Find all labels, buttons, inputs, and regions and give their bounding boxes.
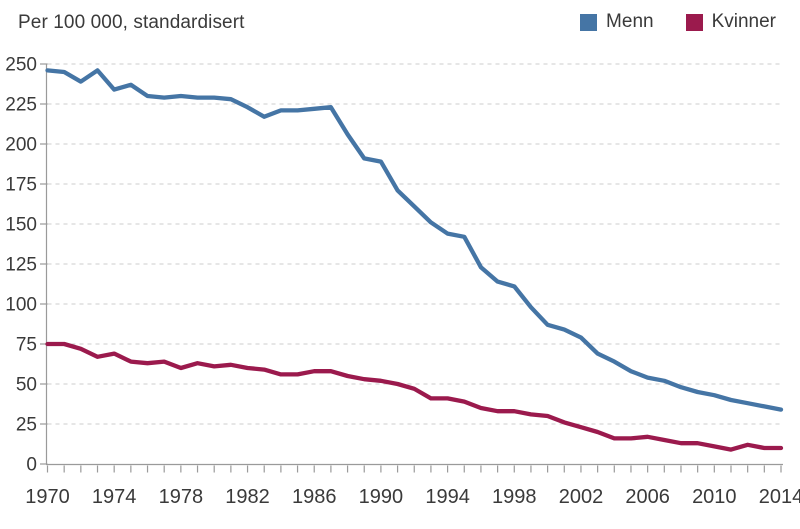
y-axis-label-225: 225: [5, 95, 37, 116]
legend-label-menn: Menn: [606, 11, 654, 32]
x-axis-label-2014: 2014: [759, 486, 800, 508]
x-axis-label-2002: 2002: [559, 486, 604, 508]
y-axis-label-0: 0: [26, 455, 37, 476]
y-axis-label-200: 200: [5, 135, 37, 156]
x-axis-label-1998: 1998: [492, 486, 537, 508]
legend-item-kvinner: Kvinner: [685, 11, 776, 33]
legend-item-menn: Menn: [580, 11, 654, 33]
x-axis-label-1990: 1990: [359, 486, 404, 508]
menn-line: [45, 68, 784, 412]
x-axis-label-1978: 1978: [159, 486, 204, 508]
chart-header: Per 100 000, standardisert Menn Kvinner: [0, 11, 800, 37]
menn-swatch-icon: [580, 13, 598, 31]
legend-label-kvinner: Kvinner: [711, 11, 776, 32]
y-axis-label-25: 25: [16, 415, 37, 436]
x-axis-label-1986: 1986: [292, 486, 337, 508]
y-axis-label-175: 175: [5, 175, 37, 196]
x-axis-label-1994: 1994: [425, 486, 470, 508]
y-axis-label-250: 250: [5, 55, 37, 76]
y-axis-label-150: 150: [5, 215, 37, 236]
kvinner-swatch-icon: [685, 13, 703, 31]
chart-title: Per 100 000, standardisert: [18, 12, 245, 33]
x-axis-label-1974: 1974: [92, 486, 137, 508]
legend: Menn Kvinner: [580, 11, 776, 33]
x-axis-label-2010: 2010: [692, 486, 737, 508]
kvinner-line: [45, 341, 784, 452]
y-axis-label-125: 125: [5, 255, 37, 276]
y-axis-label-50: 50: [16, 375, 37, 396]
x-axis-label-2006: 2006: [625, 486, 670, 508]
x-axis-label-1970: 1970: [25, 486, 70, 508]
y-axis-label-100: 100: [5, 295, 37, 316]
x-axis-label-1982: 1982: [225, 486, 270, 508]
y-axis-label-75: 75: [16, 335, 37, 356]
